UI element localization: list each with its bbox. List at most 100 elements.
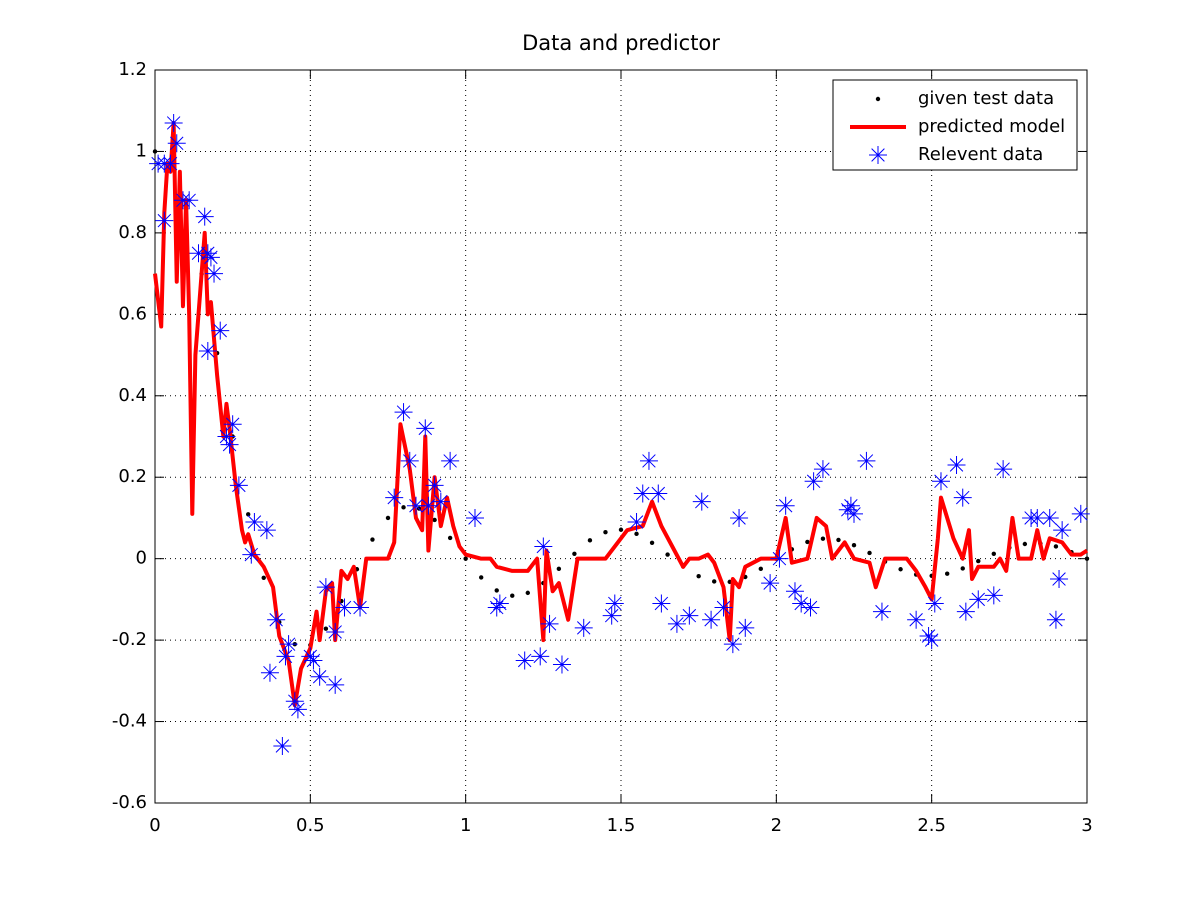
data-point [164, 113, 183, 132]
data-point [696, 573, 701, 579]
data-point [649, 484, 668, 503]
data-point [953, 488, 972, 507]
data-point [211, 321, 230, 340]
legend-label: predicted model [918, 116, 1065, 137]
data-point [652, 594, 671, 613]
data-point [1022, 541, 1028, 547]
data-point [326, 622, 345, 641]
data-point [925, 594, 944, 613]
data-point [1053, 544, 1059, 549]
data-point [587, 538, 593, 543]
data-point [804, 472, 823, 491]
data-point [465, 508, 484, 527]
data-point [279, 635, 298, 654]
data-point [603, 529, 608, 535]
data-point [758, 566, 763, 572]
data-point [792, 594, 811, 613]
y-tick-label: 0.6 [118, 303, 147, 324]
data-point [857, 451, 876, 470]
data-point [494, 588, 499, 593]
y-tick-label: -0.4 [112, 711, 147, 732]
legend-label: Relevent data [918, 144, 1043, 165]
data-point [531, 647, 550, 666]
data-point [534, 537, 553, 556]
data-point [394, 403, 413, 422]
data-point [273, 736, 292, 755]
data-point [649, 540, 655, 545]
data-point [801, 598, 820, 617]
y-tick-label: 1 [136, 140, 147, 161]
data-point [969, 590, 988, 609]
data-point [712, 579, 717, 584]
data-point [730, 508, 749, 527]
data-point [447, 535, 453, 541]
data-point [515, 651, 534, 670]
data-point [323, 626, 329, 631]
data-point [639, 451, 658, 470]
data-point [385, 515, 391, 521]
data-point [945, 571, 950, 576]
data-point [956, 602, 975, 621]
data-point [155, 211, 174, 230]
data-point [161, 154, 180, 173]
data-point [665, 552, 670, 557]
data-point [947, 456, 966, 475]
axes-box [154, 69, 1088, 804]
legend-swatch [875, 96, 881, 102]
data-point [627, 513, 646, 532]
data-point [1040, 508, 1059, 527]
x-tick-label: 2.5 [917, 815, 946, 836]
data-point [201, 248, 220, 267]
data-point [351, 598, 370, 617]
data-point [288, 700, 307, 719]
data-point [922, 631, 941, 650]
data-point [335, 598, 354, 617]
data-point [229, 476, 248, 495]
data-point [838, 500, 857, 519]
data-point [851, 543, 857, 548]
data-point [898, 567, 903, 572]
data-point [994, 460, 1013, 479]
data-point [667, 614, 686, 633]
data-point [552, 655, 571, 674]
data-point [242, 545, 261, 564]
chart-title: Data and predictor [522, 31, 720, 55]
data-point [984, 586, 1003, 605]
data-point [770, 549, 789, 568]
data-point [919, 627, 938, 646]
x-tick-label: 1 [460, 815, 471, 836]
data-point [257, 521, 276, 540]
data-point [736, 618, 755, 637]
data-point [976, 558, 981, 564]
data-point [370, 537, 375, 542]
data-point [326, 675, 345, 694]
data-point [714, 598, 733, 617]
x-tick-label: 0 [149, 815, 160, 836]
data-point [400, 451, 419, 470]
data-point [692, 492, 711, 511]
data-point [431, 492, 450, 511]
data-point [525, 590, 530, 596]
data-point [167, 134, 186, 153]
data-point [205, 264, 224, 283]
data-point [425, 476, 444, 495]
data-point [510, 593, 515, 598]
data-point [680, 606, 699, 625]
data-point [556, 566, 562, 572]
y-tick-label: -0.6 [112, 792, 147, 813]
data-point [931, 472, 950, 491]
data-point [198, 341, 217, 360]
data-point [406, 496, 425, 515]
data-point [487, 598, 506, 617]
legend-label: given test data [918, 88, 1054, 109]
data-line [153, 120, 1089, 708]
data-point [301, 647, 320, 666]
data-point [490, 594, 509, 613]
y-tick-label: -0.2 [112, 629, 147, 650]
x-tick-label: 3 [1081, 815, 1092, 836]
data-point [1028, 508, 1047, 527]
data-point [872, 602, 891, 621]
data-point [991, 551, 996, 556]
data-point [813, 460, 832, 479]
data-point [276, 647, 295, 666]
